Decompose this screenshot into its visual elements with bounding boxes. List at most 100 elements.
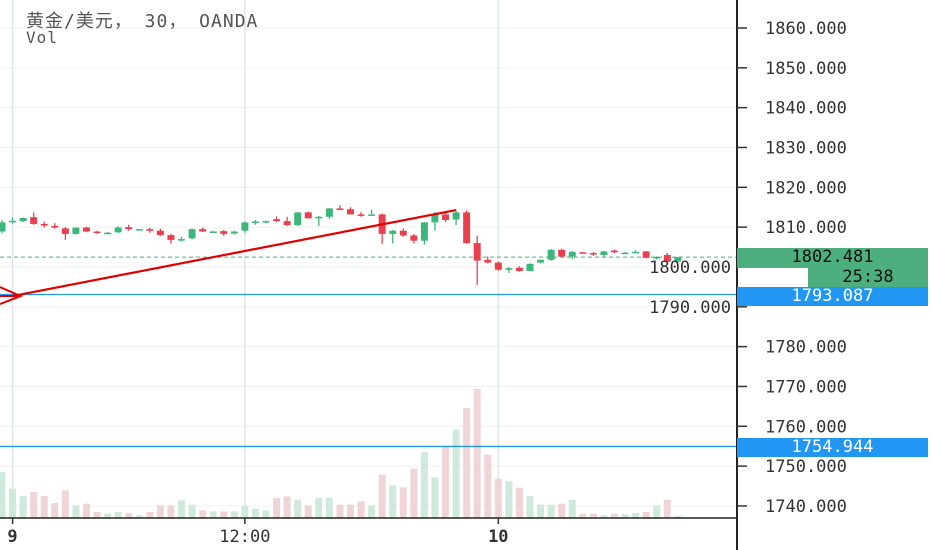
candle-body — [283, 221, 291, 226]
hline-price-tag: 1754.944 — [737, 438, 928, 457]
volume-bar — [515, 487, 523, 518]
candle-body — [125, 227, 133, 230]
volume-bar — [357, 501, 365, 518]
volume-bar — [346, 504, 354, 518]
candle-body — [82, 227, 90, 232]
candle-body — [0, 222, 6, 232]
candle-body — [9, 220, 17, 223]
candle-body — [19, 217, 27, 222]
time-tick-label: 12:00 — [219, 527, 270, 547]
volume-bar — [167, 505, 175, 518]
volume-bar — [51, 503, 59, 518]
volume-bar — [304, 505, 312, 518]
price-tick-label: 1840.000 — [765, 99, 847, 119]
volume-bar — [663, 499, 671, 518]
volume-bar — [336, 504, 344, 518]
volume-bar — [674, 516, 682, 518]
volume-bar — [325, 498, 333, 518]
volume-bar — [209, 511, 217, 518]
candle-body — [51, 225, 59, 228]
volume-bar — [589, 513, 597, 518]
price-axis[interactable]: 1860.000 1850.000 1840.000 1830.000 1820.000… — [649, 0, 847, 550]
volume-bar — [135, 515, 143, 518]
price-tick-label: 1850.000 — [765, 59, 847, 79]
volume-bar — [315, 498, 323, 518]
volume-bar — [0, 472, 6, 518]
bar-countdown: 25:38 — [808, 268, 928, 287]
volume-bar — [40, 496, 48, 518]
volume-bar — [30, 492, 38, 518]
price-tick-label: 1800.000 — [649, 258, 731, 278]
time-axis[interactable]: 9 12:00 10 — [0, 517, 737, 547]
volume-bar — [93, 512, 101, 518]
candle-body — [262, 221, 270, 223]
candle-body — [484, 259, 492, 263]
candle-body — [420, 222, 428, 241]
candle-body — [642, 251, 650, 258]
candle-body — [410, 235, 418, 241]
volume-bar — [230, 511, 238, 518]
volume-bar — [283, 496, 291, 518]
candle-body — [526, 263, 534, 271]
candles — [0, 205, 682, 285]
price-tick-label: 1830.000 — [765, 138, 847, 158]
candle-body — [167, 235, 175, 240]
volume-bar — [146, 512, 154, 518]
candle-body — [135, 229, 143, 231]
volume-bar — [262, 510, 270, 518]
price-tick-label: 1860.000 — [765, 19, 847, 39]
candle-body — [663, 255, 671, 262]
candle-body — [653, 257, 661, 259]
time-tick-label: 9 — [7, 527, 17, 547]
candle-body — [431, 214, 439, 223]
volume-bar — [547, 504, 555, 518]
candle-body — [368, 214, 376, 216]
candle-body — [494, 262, 502, 270]
price-tick-label: 1780.000 — [765, 338, 847, 358]
candle-body — [209, 231, 217, 234]
volume-bar — [378, 474, 386, 518]
volume-indicator-label: Vol — [26, 28, 58, 47]
candle-body — [251, 221, 259, 224]
volume-bars — [0, 388, 682, 518]
grid — [0, 0, 737, 518]
candle-body — [389, 230, 397, 234]
candle-body — [515, 267, 523, 271]
trend-line[interactable] — [0, 208, 457, 305]
price-tick-label: 1770.000 — [765, 377, 847, 397]
horizontal-lines[interactable] — [0, 256, 737, 448]
volume-bar — [9, 488, 17, 518]
candle-body — [346, 209, 354, 215]
candle-body — [610, 250, 618, 253]
chart-title: 黄金/美元， 30， OANDA — [26, 11, 259, 32]
candle-body — [558, 249, 566, 257]
price-tick-label: 1790.000 — [649, 298, 731, 318]
candle-body — [93, 231, 101, 234]
candle-body — [188, 229, 196, 239]
volume-bar — [463, 408, 471, 518]
volume-bar — [125, 513, 133, 518]
candle-body — [452, 212, 460, 220]
price-tick-label: 1740.000 — [765, 497, 847, 517]
candle-body — [537, 259, 545, 263]
volume-bar — [156, 505, 164, 518]
volume-bar — [368, 505, 376, 518]
volume-bar — [178, 500, 186, 518]
volume-bar — [431, 477, 439, 518]
candle-body — [230, 231, 238, 234]
volume-bar — [389, 485, 397, 518]
volume-bar — [104, 513, 112, 518]
volume-bar — [473, 388, 481, 518]
candle-body — [336, 208, 344, 210]
candle-body — [273, 219, 281, 222]
candle-body — [621, 252, 629, 255]
volume-bar — [188, 504, 196, 518]
volume-bar — [568, 499, 576, 518]
candle-body — [463, 212, 471, 244]
candle-body — [72, 227, 80, 234]
volume-bar — [452, 429, 460, 518]
volume-bar — [114, 512, 122, 518]
price-tick-label: 1810.000 — [765, 218, 847, 238]
volume-bar — [632, 513, 640, 518]
